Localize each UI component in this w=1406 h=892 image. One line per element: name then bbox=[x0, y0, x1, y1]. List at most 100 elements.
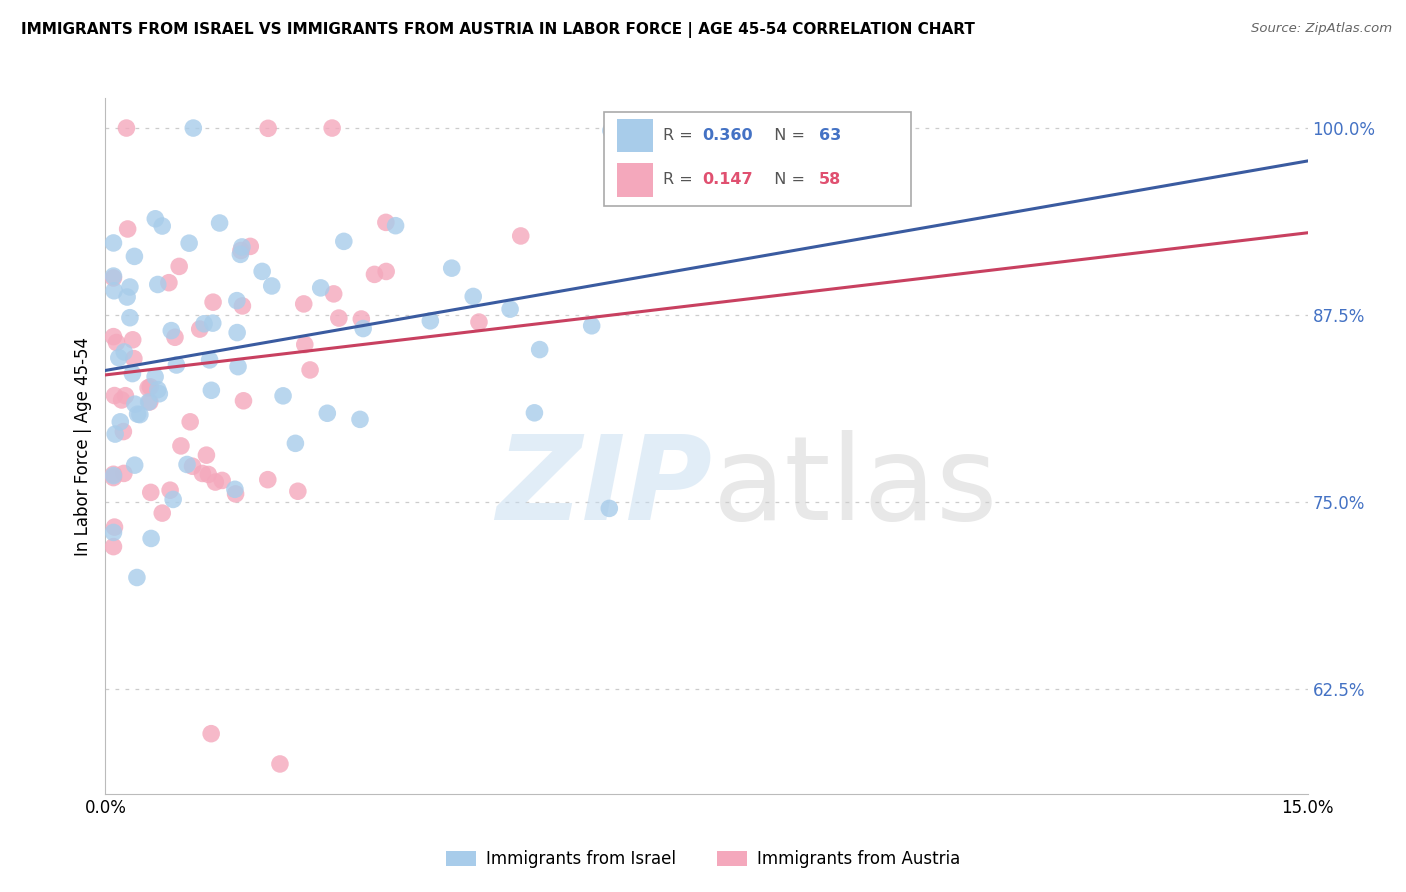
Point bbox=[231, 240, 253, 254]
Point bbox=[193, 317, 215, 331]
Point bbox=[115, 290, 138, 304]
Point bbox=[148, 386, 170, 401]
Point bbox=[139, 380, 162, 394]
Point bbox=[226, 359, 249, 374]
Point bbox=[225, 487, 247, 501]
Point bbox=[363, 268, 385, 282]
Point bbox=[121, 333, 143, 347]
Legend: Immigrants from Israel, Immigrants from Austria: Immigrants from Israel, Immigrants from … bbox=[439, 844, 967, 875]
Point bbox=[115, 121, 138, 136]
Point bbox=[105, 335, 128, 350]
Point bbox=[375, 264, 398, 278]
Point bbox=[271, 389, 294, 403]
Point bbox=[157, 276, 180, 290]
Point bbox=[143, 369, 166, 384]
Point bbox=[202, 295, 225, 310]
Point bbox=[316, 406, 339, 420]
Point bbox=[170, 439, 193, 453]
Point bbox=[163, 330, 186, 344]
Point bbox=[200, 384, 222, 398]
Point bbox=[103, 540, 125, 554]
Point bbox=[104, 427, 127, 442]
Point bbox=[111, 392, 134, 407]
Point bbox=[197, 467, 219, 482]
Point bbox=[181, 459, 204, 474]
Point bbox=[188, 322, 211, 336]
Point bbox=[191, 467, 214, 481]
Point bbox=[150, 219, 173, 233]
Point bbox=[112, 345, 135, 359]
Point bbox=[162, 492, 184, 507]
Point bbox=[287, 484, 309, 499]
Point bbox=[239, 239, 262, 253]
Point bbox=[103, 470, 125, 484]
Point bbox=[529, 343, 551, 357]
Point bbox=[581, 318, 603, 333]
Point bbox=[103, 235, 125, 250]
Point bbox=[122, 351, 145, 366]
Point bbox=[112, 425, 135, 439]
Point bbox=[112, 467, 135, 481]
Point bbox=[118, 280, 141, 294]
Point bbox=[384, 219, 406, 233]
Point bbox=[125, 570, 148, 584]
Point bbox=[598, 501, 620, 516]
Point bbox=[374, 215, 396, 229]
Point bbox=[349, 412, 371, 426]
Point bbox=[419, 314, 441, 328]
Point bbox=[103, 467, 125, 482]
Point bbox=[181, 121, 204, 136]
Point bbox=[103, 284, 125, 298]
Point bbox=[440, 261, 463, 276]
Point bbox=[103, 268, 125, 283]
Point bbox=[204, 475, 226, 489]
Point bbox=[294, 337, 316, 351]
Point bbox=[176, 458, 198, 472]
Point bbox=[229, 247, 252, 261]
Point bbox=[200, 727, 222, 741]
Point bbox=[468, 315, 491, 329]
Point bbox=[150, 506, 173, 520]
Point bbox=[139, 532, 162, 546]
Point bbox=[121, 367, 143, 381]
Point bbox=[499, 302, 522, 317]
Point bbox=[128, 408, 150, 422]
Point bbox=[260, 279, 283, 293]
Point bbox=[124, 458, 146, 472]
Point bbox=[224, 483, 246, 497]
Point bbox=[160, 324, 183, 338]
Point bbox=[179, 415, 201, 429]
Point bbox=[179, 236, 201, 251]
Point bbox=[350, 312, 373, 326]
Point bbox=[138, 395, 160, 409]
Point bbox=[127, 407, 149, 421]
Point bbox=[110, 415, 132, 429]
Point bbox=[269, 756, 291, 771]
Point bbox=[463, 289, 485, 303]
Point bbox=[284, 436, 307, 450]
Point bbox=[124, 397, 146, 411]
Point bbox=[143, 211, 166, 226]
Point bbox=[195, 448, 218, 462]
Point bbox=[136, 381, 159, 395]
Point bbox=[198, 353, 221, 368]
Point bbox=[226, 326, 249, 340]
Point bbox=[117, 222, 139, 236]
Point bbox=[250, 264, 273, 278]
Point bbox=[333, 235, 356, 249]
Point bbox=[352, 321, 374, 335]
Point bbox=[299, 363, 322, 377]
Point bbox=[225, 293, 247, 308]
Point bbox=[322, 286, 344, 301]
Point bbox=[257, 121, 280, 136]
Point bbox=[139, 485, 162, 500]
Point bbox=[328, 311, 350, 326]
Point bbox=[256, 473, 278, 487]
Point bbox=[208, 216, 231, 230]
Point bbox=[108, 351, 131, 365]
Point bbox=[309, 281, 332, 295]
Point bbox=[114, 389, 136, 403]
Point bbox=[118, 310, 141, 325]
Text: IMMIGRANTS FROM ISRAEL VS IMMIGRANTS FROM AUSTRIA IN LABOR FORCE | AGE 45-54 COR: IMMIGRANTS FROM ISRAEL VS IMMIGRANTS FRO… bbox=[21, 22, 974, 38]
Point bbox=[509, 229, 531, 244]
